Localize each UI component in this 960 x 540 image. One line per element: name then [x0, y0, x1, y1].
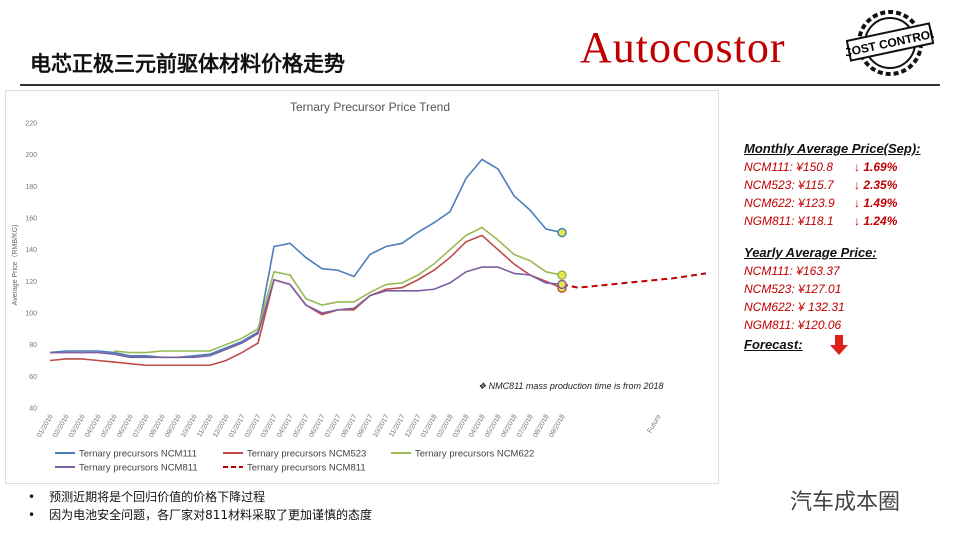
- y-tick-label: 140: [25, 247, 37, 254]
- legend-label: Ternary precursors NCM111: [79, 449, 197, 460]
- y-tick-label: 180: [25, 184, 37, 191]
- price-change: ↓ 2.35%: [854, 178, 898, 192]
- price-panel: Monthly Average Price(Sep): NCM111: ¥150…: [744, 140, 954, 356]
- logo: Autocostor: [580, 23, 786, 72]
- price-row: NCM111: ¥150.8 ↓ 1.69%: [744, 158, 954, 176]
- bullet: 预测近期将是个回归价值的价格下降过程: [28, 488, 372, 506]
- y-tick-label: 80: [29, 342, 37, 349]
- price-change: ↓ 1.49%: [854, 196, 898, 210]
- y-tick-label: 160: [25, 216, 37, 223]
- divider: [20, 84, 940, 86]
- y-tick-label: 220: [25, 121, 37, 128]
- series-line: [561, 272, 707, 289]
- watermark: 汽车成本圈: [790, 490, 901, 515]
- legend-label: Ternary precursors NCM523: [247, 449, 366, 460]
- price-item: NGM811: ¥118.1: [744, 214, 834, 228]
- end-marker: [557, 227, 567, 238]
- legend-label: Ternary precursors NCM811: [247, 463, 366, 474]
- panel-heading: Yearly Average Price:: [744, 245, 877, 260]
- y-tick-label: 200: [25, 152, 37, 159]
- x-tick-label: 09/2018: [548, 413, 567, 439]
- forecast-row: Forecast:: [744, 334, 954, 356]
- spacer: [744, 230, 954, 244]
- y-tick-label: 120: [25, 279, 37, 286]
- series-line: [49, 234, 563, 367]
- annotation: ❖ NMC811 mass production time is from 20…: [478, 381, 663, 391]
- panel-heading: Forecast:: [744, 337, 803, 352]
- series-line: [49, 158, 563, 359]
- price-item: NCM622: ¥123.9: [744, 196, 835, 210]
- yearly-item: NGM811: ¥120.06: [744, 318, 842, 332]
- legend-label: Ternary precursors NCM811: [79, 463, 198, 474]
- yearly-item: NCM622: ¥ 132.31: [744, 300, 845, 314]
- price-item: NCM523: ¥115.7: [744, 178, 834, 192]
- price-item: NCM111: ¥150.8: [744, 160, 833, 174]
- legend-label: Ternary precursors NCM622: [415, 449, 534, 460]
- yearly-list: NCM111: ¥163.37 NCM523: ¥127.01 NCM622: ¥ …: [744, 262, 954, 334]
- series-line: [113, 226, 563, 354]
- price-change: ↓ 1.69%: [854, 160, 898, 174]
- price-row: NCM523: ¥115.7 ↓ 2.35%: [744, 176, 954, 194]
- series-line: [50, 266, 563, 359]
- monthly-list: NCM111: ¥150.8 ↓ 1.69% NCM523: ¥115.7 ↓ 2.3…: [744, 158, 954, 230]
- chart: Ternary Precursor Price Trend Average Pri…: [11, 100, 707, 474]
- end-marker: [557, 279, 567, 290]
- price-row: NGM811: ¥118.1 ↓ 1.24%: [744, 212, 954, 230]
- y-axis-label: Average Price（RMB/KG): [11, 225, 19, 306]
- arrow-shape: [829, 335, 848, 355]
- chart-frame: [5, 90, 719, 484]
- badge-band: [846, 22, 934, 62]
- slide-title: 电芯正极三元前驱体材料价格走势: [30, 52, 345, 76]
- x-tick-label: Future: [647, 413, 663, 434]
- yearly-item: NCM523: ¥127.01: [744, 282, 842, 296]
- bullet-list: 预测近期将是个回归价值的价格下降过程 因为电池安全问题，各厂家对811材料采取了…: [28, 488, 372, 524]
- badge: COST CONTROL: [846, 10, 934, 76]
- yearly-item: NCM111: ¥163.37: [744, 264, 840, 278]
- down-arrow: [829, 335, 848, 355]
- y-tick-label: 60: [29, 374, 37, 381]
- y-tick-label: 40: [29, 406, 37, 413]
- price-change: ↓ 1.24%: [854, 214, 898, 228]
- price-row: NCM622: ¥123.9 ↓ 1.49%: [744, 194, 954, 212]
- panel-heading: Monthly Average Price(Sep):: [744, 141, 921, 156]
- bullet: 因为电池安全问题，各厂家对811材料采取了更加谨慎的态度: [28, 506, 372, 524]
- chart-title: Ternary Precursor Price Trend: [290, 100, 450, 114]
- end-marker: [557, 270, 567, 280]
- y-tick-label: 100: [25, 311, 37, 318]
